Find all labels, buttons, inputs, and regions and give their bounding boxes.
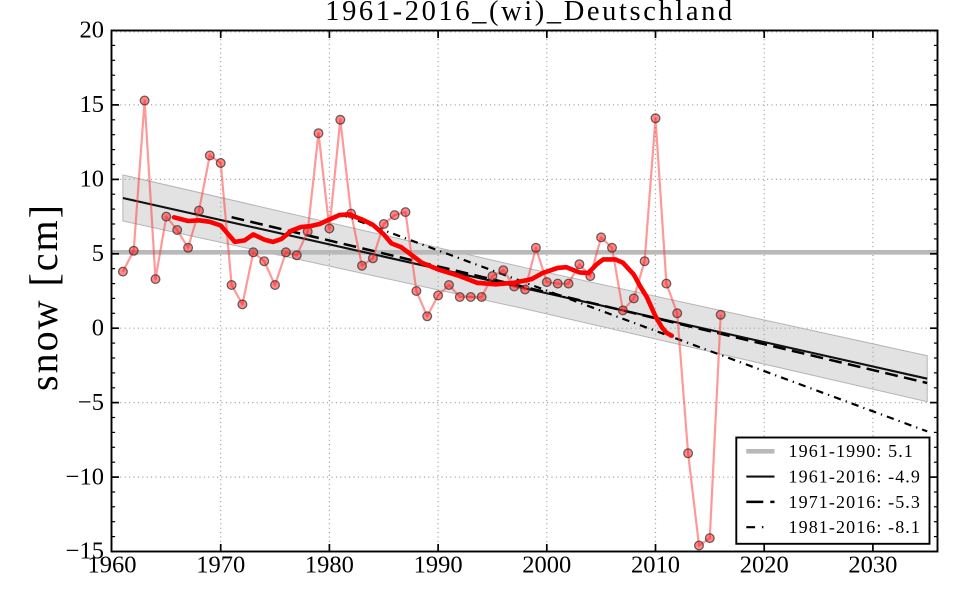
svg-text:1960: 1960 [88, 552, 137, 579]
svg-text:15: 15 [80, 91, 105, 118]
svg-text:1981-2016: -8.1: 1981-2016: -8.1 [789, 517, 922, 537]
svg-text:2010: 2010 [631, 552, 680, 579]
svg-text:−5: −5 [78, 389, 104, 416]
svg-text:5: 5 [92, 240, 104, 267]
svg-text:20: 20 [80, 17, 105, 44]
svg-text:−10: −10 [66, 463, 104, 490]
svg-text:1970: 1970 [196, 552, 245, 579]
svg-text:1990: 1990 [414, 552, 463, 579]
svg-text:1961-2016: -4.9: 1961-2016: -4.9 [789, 467, 922, 487]
svg-text:1961-1990: 5.1: 1961-1990: 5.1 [789, 441, 914, 461]
svg-text:1971-2016: -5.3: 1971-2016: -5.3 [789, 492, 922, 512]
svg-text:−15: −15 [66, 538, 104, 565]
svg-text:2020: 2020 [740, 552, 789, 579]
svg-text:snow [cm]: snow [cm] [21, 203, 66, 391]
svg-text:2030: 2030 [848, 552, 897, 579]
svg-text:1961-2016_(wi)_Deutschland: 1961-2016_(wi)_Deutschland [325, 0, 735, 27]
svg-text:1980: 1980 [305, 552, 354, 579]
svg-text:2000: 2000 [522, 552, 571, 579]
svg-text:10: 10 [80, 166, 105, 193]
svg-text:0: 0 [92, 314, 104, 341]
